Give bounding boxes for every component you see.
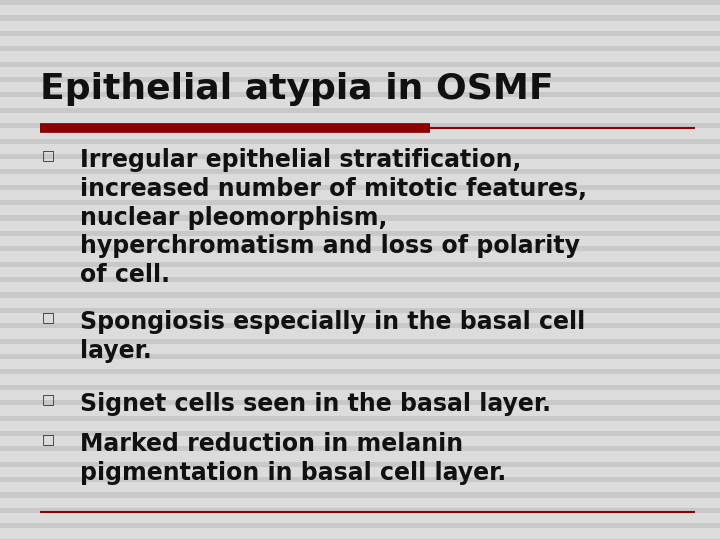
Bar [0,339,720,344]
Bar [0,462,720,467]
Bar [0,185,720,190]
Bar [0,15,720,21]
Bar [0,492,720,498]
Bar [0,477,720,482]
Bar [0,246,720,252]
Text: Marked reduction in melanin
pigmentation in basal cell layer.: Marked reduction in melanin pigmentation… [80,432,506,485]
Bar [0,384,720,390]
Text: Irregular epithelial stratification,
increased number of mitotic features,
nucle: Irregular epithelial stratification, inc… [80,148,587,287]
Bar [0,277,720,282]
Text: □: □ [42,392,55,406]
Bar [0,431,720,436]
Bar [0,400,720,405]
Bar [0,215,720,221]
Bar [0,446,720,451]
Text: □: □ [42,148,55,162]
Bar [0,138,720,144]
Bar [0,523,720,528]
Bar [0,323,720,328]
Bar [0,231,720,236]
Bar [0,62,720,66]
Bar [0,293,720,298]
Bar [0,31,720,36]
Bar [0,354,720,359]
Bar [0,369,720,375]
Text: □: □ [42,310,55,324]
Bar [0,200,720,205]
Text: Epithelial atypia in OSMF: Epithelial atypia in OSMF [40,72,554,106]
Bar [0,508,720,513]
Bar [0,170,720,174]
Bar [0,416,720,421]
Bar [0,308,720,313]
Bar [0,123,720,128]
Bar [0,261,720,267]
Bar [0,46,720,51]
Text: Signet cells seen in the basal layer.: Signet cells seen in the basal layer. [80,392,551,416]
Bar [0,77,720,82]
Bar [0,154,720,159]
Text: Spongiosis especially in the basal cell
layer.: Spongiosis especially in the basal cell … [80,310,585,363]
Text: □: □ [42,432,55,446]
Bar [0,538,720,540]
Bar [0,108,720,113]
Bar [0,0,720,5]
Bar [0,92,720,97]
